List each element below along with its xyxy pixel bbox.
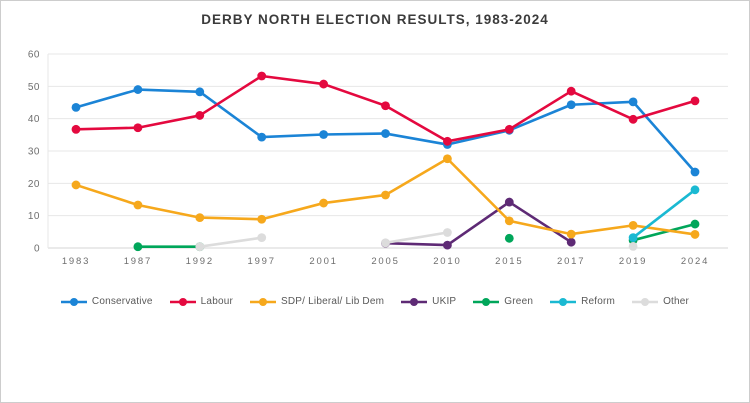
series-line-reform: [631, 188, 697, 239]
data-point-labour: [566, 86, 576, 96]
chart-legend: Conservative Labour SDP/ Liberal/ Lib Dem U…: [1, 296, 749, 307]
legend-marker-icon: [632, 297, 659, 306]
data-point-conservative: [257, 132, 267, 142]
legend-marker-icon: [250, 297, 277, 306]
data-point-sdp-liberal-lib-dem: [257, 214, 267, 224]
data-point-sdp-liberal-lib-dem: [381, 190, 390, 200]
y-axis-tick-label: 40: [28, 114, 40, 125]
x-axis-tick-label: 2005: [371, 256, 399, 267]
series-line-other: [198, 236, 264, 249]
data-point-other: [195, 242, 205, 252]
data-point-labour: [381, 101, 390, 111]
legend-item-labour: Labour: [169, 296, 234, 307]
x-axis-tick-label: 2015: [495, 256, 523, 267]
data-point-sdp-liberal-lib-dem: [628, 220, 638, 230]
legend-label: Labour: [200, 296, 234, 307]
data-point-labour: [133, 123, 143, 133]
legend-marker-icon: [60, 297, 87, 306]
data-point-conservative: [195, 87, 205, 97]
data-point-conservative: [319, 130, 328, 139]
legend-marker-icon: [401, 297, 428, 306]
data-point-labour: [443, 136, 452, 146]
x-axis-tick-label: 1987: [124, 256, 152, 267]
chart-title: DERBY NORTH ELECTION RESULTS, 1983-2024: [201, 12, 549, 27]
legend-label: UKIP: [432, 296, 457, 307]
data-point-labour: [628, 114, 638, 124]
legend-marker-icon: [169, 297, 196, 306]
data-point-green: [504, 233, 514, 243]
legend-label: Conservative: [91, 296, 153, 307]
data-point-ukip: [566, 237, 576, 247]
data-point-labour: [257, 71, 267, 81]
data-point-conservative: [690, 167, 700, 177]
legend-marker-icon: [550, 297, 577, 306]
data-point-green: [690, 219, 700, 229]
data-point-labour: [195, 111, 205, 120]
legend-item-conservative: Conservative: [60, 296, 153, 307]
data-point-conservative: [381, 129, 390, 138]
x-axis-tick-label: 1992: [186, 256, 214, 267]
x-axis-tick-label: 2001: [309, 256, 337, 267]
data-point-labour: [504, 124, 514, 134]
data-point-labour: [71, 124, 81, 134]
data-point-conservative: [628, 97, 638, 107]
data-point-other: [381, 238, 390, 248]
y-axis-tick-label: 0: [34, 244, 40, 255]
y-axis-tick-label: 30: [28, 147, 40, 158]
y-axis-tick-label: 20: [28, 179, 40, 190]
x-axis-tick-label: 2010: [433, 256, 461, 267]
data-point-sdp-liberal-lib-dem: [566, 229, 576, 239]
data-point-labour: [690, 96, 700, 106]
data-point-reform: [628, 233, 638, 243]
legend-marker-icon: [473, 297, 500, 306]
data-point-other: [257, 233, 267, 243]
line-chart-plot-area: 0 10 20 30 40 50 60 1983 1987 1992 1997 2001 2005 201…: [28, 50, 728, 267]
x-axis-tick-label: 1997: [248, 256, 276, 267]
data-point-conservative: [71, 102, 81, 112]
legend-label: Reform: [581, 296, 616, 307]
data-point-conservative: [566, 100, 576, 110]
legend-label: Other: [663, 296, 690, 307]
data-point-sdp-liberal-lib-dem: [195, 213, 205, 223]
series-line-green: [631, 222, 697, 242]
data-point-ukip: [443, 240, 452, 250]
legend-item-green: Green: [473, 296, 533, 307]
data-point-sdp-liberal-lib-dem: [133, 200, 143, 210]
data-point-labour: [319, 79, 328, 89]
data-point-sdp-liberal-lib-dem: [319, 198, 328, 208]
data-point-sdp-liberal-lib-dem: [71, 180, 81, 190]
data-point-reform: [690, 185, 700, 195]
legend-label: Green: [504, 296, 534, 307]
data-point-sdp-liberal-lib-dem: [504, 216, 514, 226]
data-point-sdp-liberal-lib-dem: [443, 154, 452, 164]
data-point-other: [628, 241, 638, 251]
data-point-other: [443, 228, 452, 237]
legend-item-reform: Reform: [550, 296, 615, 307]
data-point-conservative: [133, 85, 143, 94]
legend-item-other: Other: [632, 296, 689, 307]
y-axis-tick-label: 60: [28, 50, 40, 61]
data-point-ukip: [504, 197, 514, 207]
legend-item-sdp-liberal-lib-dem: SDP/ Liberal/ Lib Dem: [250, 296, 384, 307]
x-axis-tick-label: 2017: [557, 256, 585, 267]
x-axis-tick-label: 2019: [619, 256, 647, 267]
y-axis-tick-label: 50: [28, 82, 40, 93]
data-point-green: [133, 242, 143, 252]
legend-label: SDP/ Liberal/ Lib Dem: [281, 296, 385, 307]
y-axis-tick-label: 10: [28, 211, 40, 222]
x-axis-tick-label: 1983: [62, 256, 90, 267]
x-axis-tick-label: 2024: [681, 256, 709, 267]
series-line-ukip: [384, 200, 573, 247]
legend-item-ukip: UKIP: [401, 296, 456, 307]
data-point-sdp-liberal-lib-dem: [690, 230, 700, 239]
series-line-other: [384, 231, 449, 245]
